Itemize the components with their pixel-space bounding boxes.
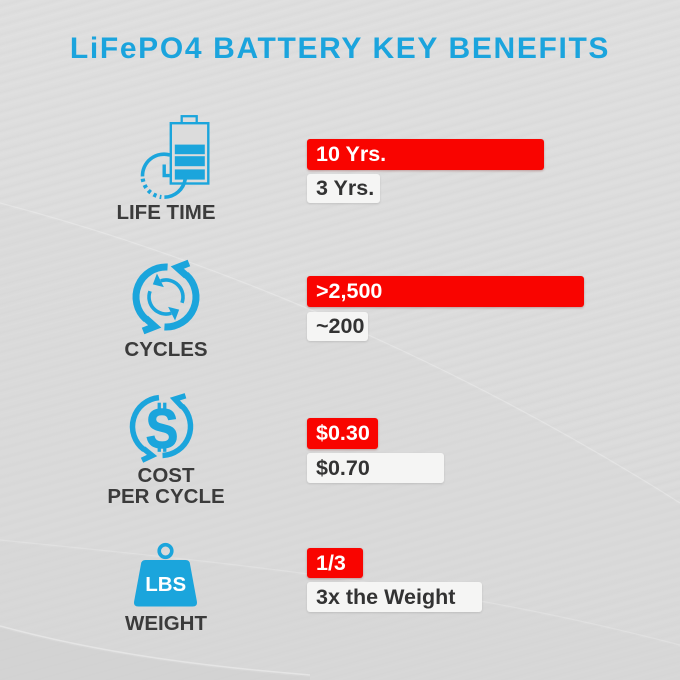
svg-text:S: S [146,397,178,459]
svg-text:LBS: LBS [145,573,186,596]
